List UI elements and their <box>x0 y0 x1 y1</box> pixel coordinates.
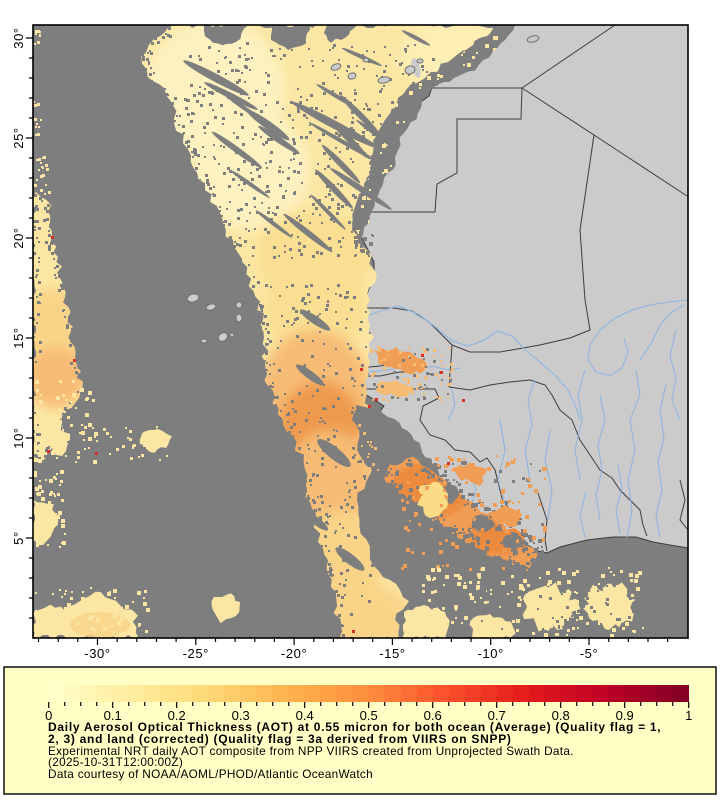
svg-text:5°: 5° <box>11 531 26 545</box>
svg-text:0.7: 0.7 <box>488 708 506 723</box>
svg-text:0.8: 0.8 <box>552 708 570 723</box>
svg-text:0.4: 0.4 <box>296 708 314 723</box>
svg-text:15°: 15° <box>11 327 26 348</box>
svg-text:(2025-10-31T12:00:00Z): (2025-10-31T12:00:00Z) <box>48 755 183 769</box>
svg-text:30°: 30° <box>11 27 26 48</box>
svg-text:0.5: 0.5 <box>360 708 378 723</box>
svg-text:Daily Aerosol Optical Thicknes: Daily Aerosol Optical Thickness (AOT) at… <box>48 720 661 734</box>
svg-text:10°: 10° <box>11 427 26 448</box>
svg-text:0.3: 0.3 <box>232 708 250 723</box>
svg-text:2, 3) and land (corrected) (Qu: 2, 3) and land (corrected) (Quality flag… <box>48 732 512 746</box>
svg-text:20°: 20° <box>11 227 26 248</box>
svg-text:Experimental NRT daily AOT com: Experimental NRT daily AOT composite fro… <box>48 744 574 758</box>
svg-text:0.9: 0.9 <box>616 708 634 723</box>
svg-text:Data courtesy of NOAA/AOML/PHO: Data courtesy of NOAA/AOML/PHOD/Atlantic… <box>48 767 373 781</box>
svg-text:25°: 25° <box>11 127 26 148</box>
svg-text:0.6: 0.6 <box>424 708 442 723</box>
svg-text:-20°: -20° <box>281 646 307 661</box>
svg-text:-15°: -15° <box>379 646 405 661</box>
svg-text:0: 0 <box>45 708 52 723</box>
svg-text:0.2: 0.2 <box>168 708 186 723</box>
svg-text:-30°: -30° <box>84 646 110 661</box>
svg-text:-25°: -25° <box>183 646 209 661</box>
svg-text:-10°: -10° <box>478 646 504 661</box>
svg-text:1: 1 <box>685 708 692 723</box>
svg-text:0.1: 0.1 <box>104 708 122 723</box>
svg-text:-5°: -5° <box>580 646 599 661</box>
